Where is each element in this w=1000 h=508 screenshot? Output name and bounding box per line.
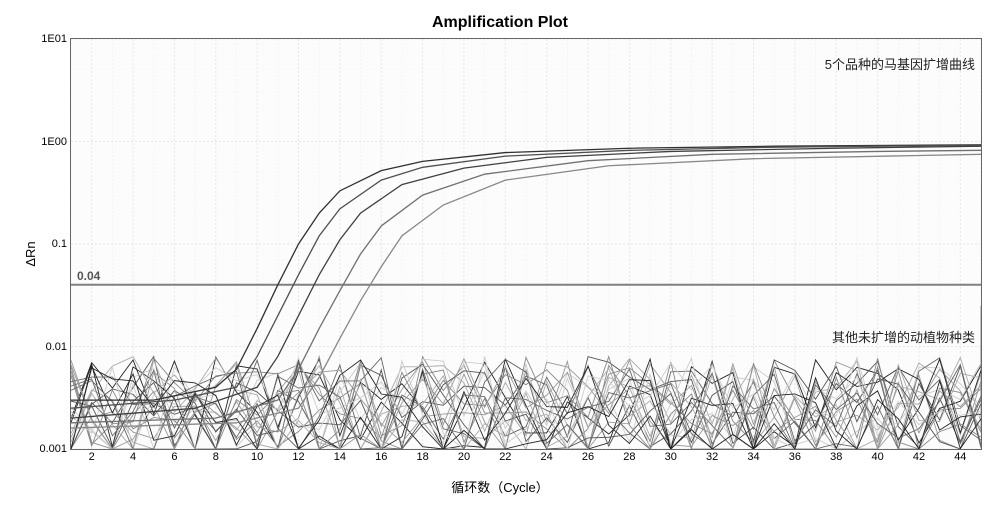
x-tick: 42 [913,449,925,463]
plot-svg [71,39,981,449]
plot-area: 0.0010.010.11E001E0124681012141618202224… [70,38,982,450]
chart-title: Amplification Plot [10,10,990,34]
x-tick: 16 [375,449,387,463]
x-tick: 34 [747,449,759,463]
threshold-label: 0.04 [77,269,100,283]
x-tick: 6 [171,449,177,463]
chart-annotation: 其他未扩增的动植物种类 [832,327,975,346]
x-tick: 4 [130,449,136,463]
chart-annotation: 5个品种的马基因扩增曲线 [825,54,975,73]
y-tick: 0.001 [39,443,71,455]
y-axis-label: ΔRn [23,241,38,266]
x-tick: 38 [830,449,842,463]
x-tick: 40 [871,449,883,463]
y-tick: 0.01 [46,341,71,353]
x-tick: 2 [89,449,95,463]
x-tick: 24 [541,449,553,463]
x-tick: 28 [623,449,635,463]
x-tick: 10 [251,449,263,463]
x-axis-label: 循环数（Cycle） [451,477,549,496]
x-tick: 20 [458,449,470,463]
x-tick: 44 [954,449,966,463]
y-tick: 0.1 [52,238,71,250]
x-tick: 8 [213,449,219,463]
x-tick: 14 [334,449,346,463]
y-tick: 1E01 [41,33,71,45]
x-tick: 12 [292,449,304,463]
x-tick: 22 [499,449,511,463]
amplification-chart: Amplification Plot ΔRn 0.0010.010.11E001… [10,10,990,498]
x-tick: 30 [665,449,677,463]
x-tick: 32 [706,449,718,463]
x-tick: 36 [789,449,801,463]
x-tick: 18 [416,449,428,463]
y-tick: 1E00 [41,136,71,148]
x-tick: 26 [582,449,594,463]
